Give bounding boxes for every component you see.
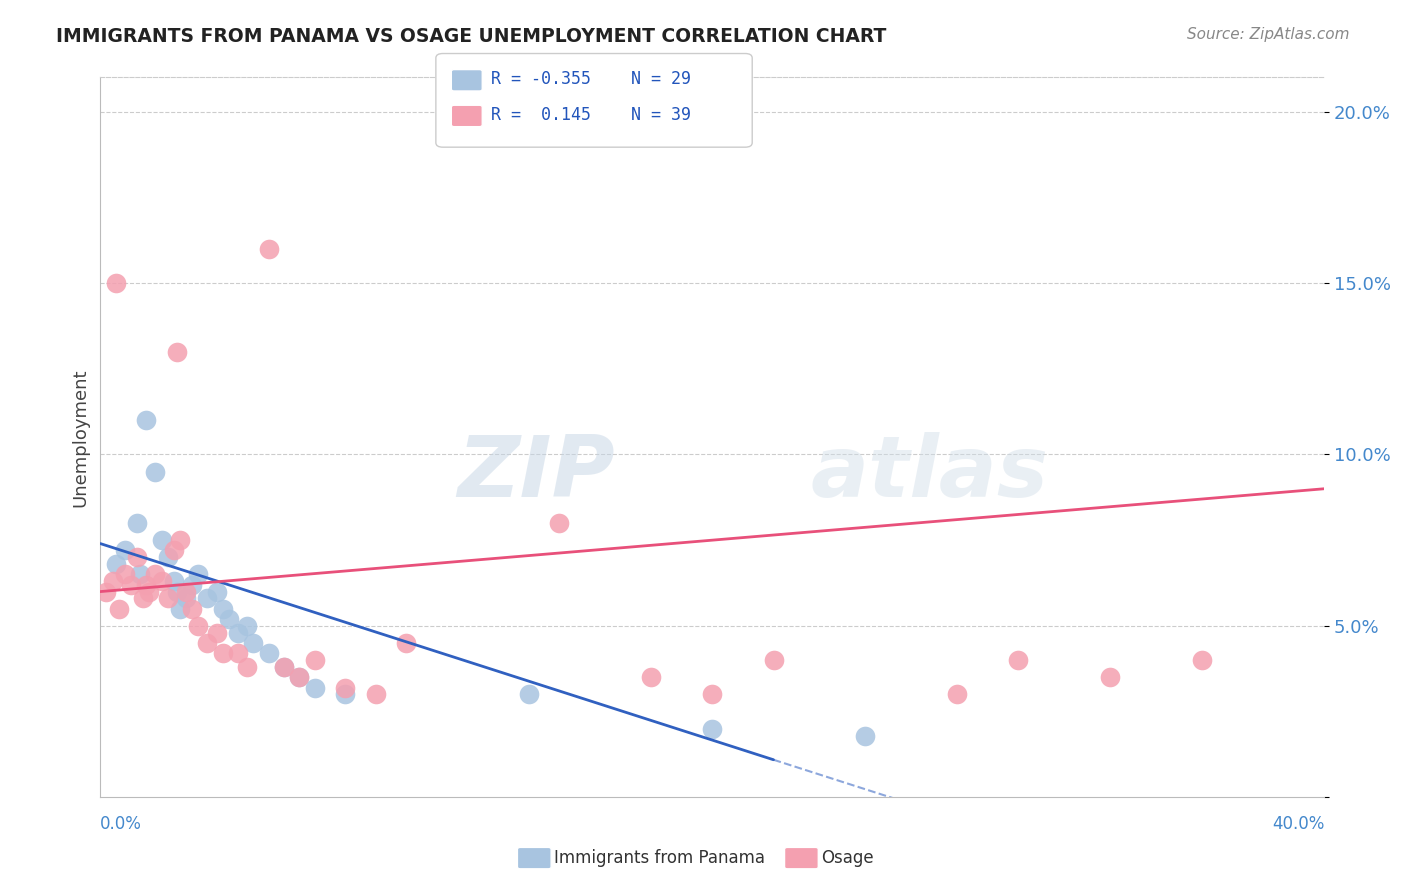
Point [205,625,228,640]
Point [163,543,186,558]
Point [333,681,356,695]
Point [107,601,129,615]
Point [156,591,179,606]
Point [197,591,219,606]
Text: atlas: atlas [810,432,1049,515]
Point [1007,653,1029,667]
Point [640,670,662,684]
Point [226,646,249,660]
Point [205,584,228,599]
Text: IMMIGRANTS FROM PANAMA VS OSAGE UNEMPLOYMENT CORRELATION CHART: IMMIGRANTS FROM PANAMA VS OSAGE UNEMPLOY… [56,27,887,45]
Point [702,722,724,736]
Point [762,653,785,667]
Point [104,557,127,571]
Point [395,636,418,650]
Point [169,601,191,615]
Point [364,687,387,701]
Point [304,653,326,667]
Point [304,681,326,695]
Point [114,543,136,558]
Point [517,687,540,701]
Point [145,567,167,582]
Point [181,601,204,615]
Point [273,660,295,674]
Point [548,516,571,530]
Point [114,567,136,582]
Text: Immigrants from Panama: Immigrants from Panama [554,849,765,867]
Point [181,578,204,592]
Point [132,591,155,606]
Point [226,625,249,640]
Point [169,533,191,548]
Point [129,567,152,582]
Point [288,670,311,684]
Point [273,660,295,674]
Text: R = -0.355    N = 29: R = -0.355 N = 29 [491,70,690,88]
Point [333,687,356,701]
Point [135,578,157,592]
Text: R =  0.145    N = 39: R = 0.145 N = 39 [491,106,690,124]
Point [257,646,280,660]
Point [187,567,209,582]
Point [150,533,173,548]
Point [211,646,233,660]
Point [138,584,160,599]
Point [236,619,259,633]
Point [218,612,240,626]
Point [125,550,148,565]
Point [174,591,197,606]
Text: Osage: Osage [821,849,873,867]
Text: 0.0%: 0.0% [100,815,142,833]
Text: ZIP: ZIP [457,432,614,515]
Point [145,465,167,479]
Point [101,574,124,589]
Text: Source: ZipAtlas.com: Source: ZipAtlas.com [1187,27,1350,42]
Point [211,601,233,615]
Point [104,276,127,290]
Point [853,729,876,743]
Point [242,636,264,650]
Point [125,516,148,530]
Point [288,670,311,684]
Point [166,584,188,599]
Point [156,550,179,565]
Point [187,619,209,633]
Point [1191,653,1213,667]
Point [163,574,186,589]
Point [946,687,969,701]
Point [1099,670,1122,684]
Point [150,574,173,589]
Point [257,242,280,256]
Point [96,584,118,599]
Point [197,636,219,650]
Text: 40.0%: 40.0% [1272,815,1324,833]
Point [702,687,724,701]
Point [120,578,142,592]
Point [174,584,197,599]
Point [166,344,188,359]
Point [135,413,157,427]
Point [236,660,259,674]
Y-axis label: Unemployment: Unemployment [72,368,89,507]
